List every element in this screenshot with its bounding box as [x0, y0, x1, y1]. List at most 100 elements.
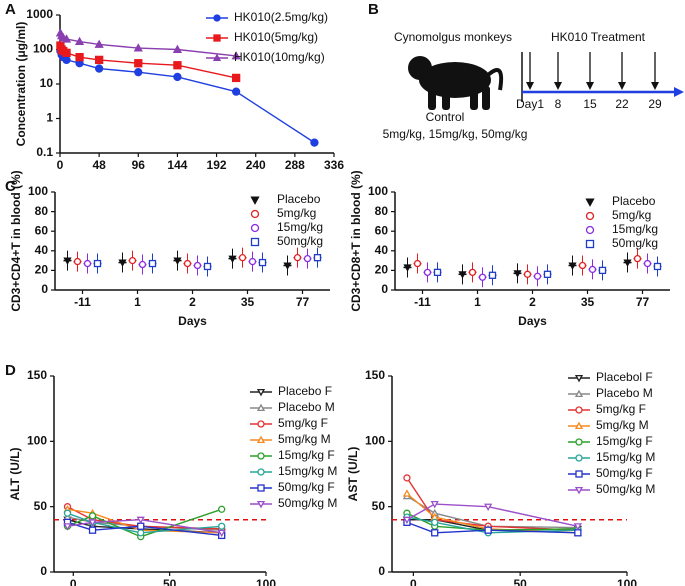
marker [568, 262, 577, 270]
marker [523, 270, 532, 278]
marker [137, 529, 145, 537]
marker [250, 237, 260, 247]
marker [575, 406, 583, 414]
marker [217, 529, 226, 538]
marker [303, 254, 312, 263]
marker [83, 259, 92, 268]
y-tick-label: 50 [372, 499, 386, 513]
y-tick-label: 1000 [26, 7, 53, 21]
marker [574, 486, 584, 495]
day-label: 29 [648, 97, 662, 111]
x-tick-label: 50 [514, 577, 528, 586]
legend-label: 5mg/kg M [278, 432, 331, 446]
legend-label: 5mg/kg M [596, 418, 649, 432]
day-arrowhead [651, 82, 659, 90]
marker [62, 55, 71, 65]
y-tick-label: 100 [33, 42, 53, 56]
legend-label: Placebo M [596, 386, 653, 400]
marker [623, 259, 632, 267]
y-tick-label: 80 [375, 204, 389, 218]
x-tick-label: 336 [324, 158, 344, 172]
y-tick-label: 0 [41, 282, 48, 296]
marker [402, 516, 412, 525]
legend-label: Placebo M [278, 400, 335, 414]
marker [573, 523, 582, 531]
x-tick-label: 77 [636, 295, 650, 309]
series-line [406, 503, 579, 527]
day-arrowhead [586, 82, 594, 90]
marker [574, 374, 584, 383]
x-tick-label: 240 [246, 158, 266, 172]
marker [413, 259, 422, 268]
legend-label: 50mg/kg [277, 234, 323, 248]
x-tick-label: 77 [296, 295, 310, 309]
x-tick-label: 50 [163, 577, 177, 586]
marker [173, 257, 182, 265]
marker [423, 268, 432, 277]
x-tick-label: 144 [167, 158, 187, 172]
marker [183, 259, 192, 268]
marker [431, 518, 439, 526]
y-tick-label: 80 [35, 204, 49, 218]
legend-label: 50mg/kg M [278, 496, 337, 510]
day-arrowhead [526, 82, 534, 90]
x-tick-label: 35 [581, 295, 595, 309]
legend-label: 5mg/kg [612, 208, 651, 222]
legend-label: 15mg/kg F [278, 448, 335, 462]
series-line [59, 32, 237, 57]
y-tick-label: 60 [35, 223, 49, 237]
marker [430, 501, 439, 509]
marker [574, 529, 582, 537]
marker [138, 260, 147, 269]
marker [484, 526, 492, 534]
marker [585, 239, 595, 249]
timeline-arrow [674, 87, 684, 97]
series-line [406, 521, 578, 534]
legend-label: 15mg/kg M [596, 450, 655, 464]
marker [173, 61, 182, 70]
marker [574, 389, 584, 398]
marker [250, 196, 260, 205]
legend-label: 15mg/kg M [278, 464, 337, 478]
marker [212, 53, 222, 62]
marker [250, 223, 260, 233]
y-tick-label: 20 [375, 263, 389, 277]
marker [172, 44, 183, 53]
marker [213, 34, 221, 42]
y-axis-label: AST (U/L) [346, 447, 360, 502]
legend-label: 50mg/kg F [278, 480, 335, 494]
legend-label: 50mg/kg [612, 236, 658, 250]
marker [488, 271, 497, 279]
x-axis-label: Days [518, 314, 547, 328]
marker [128, 256, 137, 265]
marker [513, 270, 522, 278]
marker [228, 255, 237, 263]
marker [431, 529, 439, 537]
marker [257, 484, 265, 492]
marker [257, 420, 265, 428]
legend-label: 5mg/kg F [278, 416, 328, 430]
marker [94, 39, 104, 48]
y-tick-label: 100 [368, 184, 388, 198]
treatment-label: HK010 Treatment [551, 30, 646, 44]
marker [403, 264, 412, 272]
marker [283, 262, 292, 270]
marker [74, 36, 85, 45]
marker [250, 209, 260, 219]
x-tick-label: -11 [414, 295, 431, 309]
y-tick-label: 150 [365, 368, 385, 382]
marker [94, 64, 104, 73]
y-tick-label: 60 [375, 223, 389, 237]
legend-label: 15mg/kg [277, 220, 323, 234]
marker [256, 403, 266, 412]
marker [118, 259, 127, 267]
y-tick-label: 40 [375, 243, 389, 257]
y-axis-label: CD3+CD4+T in blood (%) [9, 170, 23, 311]
y-tick-label: 150 [27, 368, 47, 382]
y-tick-label: 10 [40, 76, 54, 90]
y-tick-label: 100 [365, 434, 385, 448]
x-tick-label: 1 [134, 295, 141, 309]
marker [643, 259, 652, 268]
x-tick-label: 1 [474, 295, 481, 309]
